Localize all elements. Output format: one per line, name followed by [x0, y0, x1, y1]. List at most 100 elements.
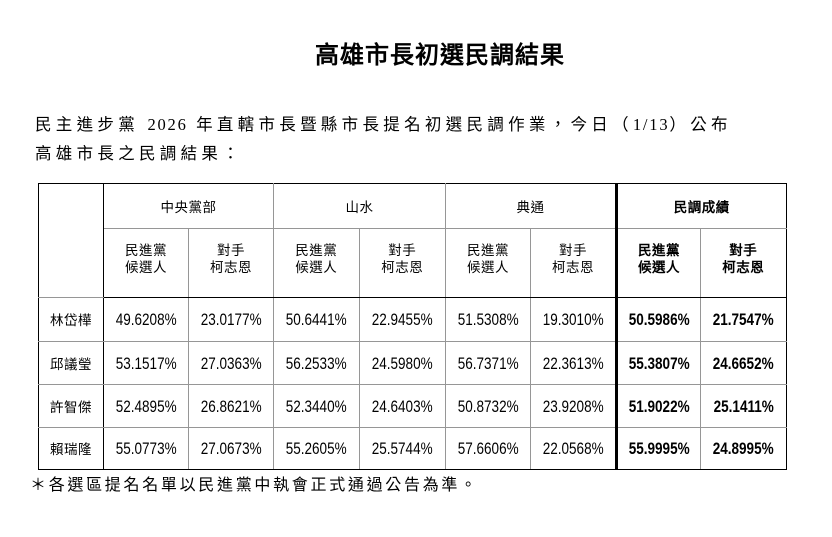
- subheader-line-2: 候選人: [125, 260, 167, 276]
- subheader-shanshui-opp: 對手 柯志恩: [358, 227, 446, 298]
- value-cell: 22.9455%: [358, 297, 446, 342]
- subheader-line-1: 對手: [559, 242, 587, 258]
- value-text: 55.0773%: [115, 439, 177, 458]
- value-cell: 24.6403%: [358, 384, 446, 428]
- value-text: 22.9455%: [371, 311, 433, 329]
- value-text: 24.6403%: [371, 397, 433, 416]
- subheader-line-1: 民進黨: [295, 242, 338, 258]
- value-cell: 27.0363%: [188, 341, 274, 385]
- value-cell-result: 50.5986%: [615, 297, 701, 342]
- value-text: 55.3807%: [628, 354, 690, 373]
- table-header-group-row: 中央黨部 山水 典通 民調成績: [38, 183, 787, 298]
- subheader-line-2: 柯志恩: [722, 260, 765, 276]
- value-cell: 55.2605%: [273, 427, 360, 470]
- value-text: 27.0363%: [200, 354, 262, 373]
- intro-line1-cjk-a: 民主進步黨: [35, 115, 148, 134]
- value-text: 49.6208%: [115, 311, 177, 329]
- value-cell: 50.8732%: [445, 384, 531, 428]
- value-text: 24.6652%: [712, 354, 774, 373]
- intro-line1-cjk-c: ）公布: [669, 115, 732, 134]
- value-cell-result: 25.1411%: [700, 384, 787, 428]
- subheader-line-1: 民進黨: [638, 242, 680, 258]
- intro-line-1: 民主進步黨 2026 年直轄市長暨縣市長提名初選民調作業，今日（1/13）公布: [35, 111, 732, 140]
- table-row: 賴瑞隆 55.0773% 27.0673% 55.2605% 25.5744% …: [38, 427, 787, 470]
- group-header-central: 中央黨部: [103, 183, 274, 229]
- intro-paragraph: 民主進步黨 2026 年直轄市長暨縣市長提名初選民調作業，今日（1/13）公布 …: [35, 111, 732, 168]
- value-cell: 56.7371%: [445, 341, 531, 385]
- value-cell: 55.0773%: [103, 427, 189, 470]
- intro-line2-cjk: 高雄市長之民調結果：: [35, 143, 243, 163]
- value-cell-result: 21.7547%: [700, 297, 787, 342]
- value-cell: 19.3010%: [530, 297, 617, 342]
- value-text: 51.9022%: [628, 397, 690, 416]
- value-text: 50.8732%: [457, 397, 519, 416]
- value-text: 55.9995%: [628, 439, 690, 458]
- value-cell: 25.5744%: [358, 427, 446, 470]
- subheader-line-1: 對手: [217, 242, 245, 258]
- value-text: 19.3010%: [542, 311, 604, 329]
- value-cell: 52.3440%: [273, 384, 360, 428]
- value-cell: 24.5980%: [358, 341, 446, 385]
- poll-results-table: 中央黨部 山水 典通 民調成績 民進黨 候選人 對手 柯志恩 民進黨 候選人 對手 柯志…: [38, 183, 787, 470]
- group-header-result: 民調成績: [615, 183, 787, 229]
- value-text: 22.3613%: [542, 354, 604, 373]
- value-cell: 27.0673%: [188, 427, 274, 470]
- value-cell: 52.4895%: [103, 384, 189, 428]
- value-text: 25.1411%: [713, 397, 774, 416]
- value-text: 53.1517%: [115, 354, 177, 373]
- value-cell: 26.8621%: [188, 384, 274, 428]
- value-text: 52.3440%: [285, 397, 347, 416]
- subheader-central-dpp: 民進黨 候選人: [103, 227, 189, 298]
- intro-line-2: 高雄市長之民調結果：: [35, 140, 732, 169]
- value-text: 26.8621%: [200, 397, 262, 416]
- value-text: 21.7547%: [712, 311, 774, 329]
- candidate-name-text: 邱議瑩: [50, 356, 92, 372]
- value-cell: 53.1517%: [103, 341, 189, 385]
- subheader-shanshui-dpp: 民進黨 候選人: [273, 227, 360, 298]
- value-text: 51.5308%: [457, 311, 519, 329]
- intro-line1-cjk-b: 年直轄市長暨縣市長提名初選民調作業，今日（: [187, 115, 633, 134]
- candidate-name-text: 林岱樺: [50, 313, 92, 328]
- table-row: 許智傑 52.4895% 26.8621% 52.3440% 24.6403% …: [38, 384, 787, 428]
- value-cell-result: 51.9022%: [615, 384, 701, 428]
- subheader-central-opp: 對手 柯志恩: [188, 227, 274, 298]
- value-cell: 50.6441%: [273, 297, 360, 342]
- subheader-line-1: 民進黨: [467, 242, 509, 258]
- intro-line1-year: 2026: [147, 115, 188, 134]
- value-text: 52.4895%: [115, 397, 177, 416]
- value-cell: 22.0568%: [530, 427, 617, 470]
- value-text: 56.7371%: [457, 354, 519, 373]
- candidate-name: 邱議瑩: [38, 341, 104, 385]
- value-text: 24.5980%: [371, 354, 433, 373]
- value-cell: 51.5308%: [445, 297, 531, 342]
- candidate-name: 許智傑: [38, 384, 104, 428]
- subheader-line-1: 對手: [729, 242, 758, 258]
- value-cell: 49.6208%: [103, 297, 189, 342]
- subheader-line-2: 候選人: [638, 260, 680, 276]
- table-row: 林岱樺 49.6208% 23.0177% 50.6441% 22.9455% …: [38, 297, 787, 342]
- subheader-line-2: 候選人: [295, 260, 338, 276]
- subheader-line-2: 柯志恩: [210, 260, 252, 276]
- subheader-line-2: 柯志恩: [552, 260, 594, 276]
- value-text: 50.5986%: [628, 311, 690, 329]
- subheader-diantong-dpp: 民進黨 候選人: [445, 227, 531, 298]
- value-text: 25.5744%: [371, 439, 433, 458]
- group-header-shanshui: 山水: [273, 183, 446, 229]
- subheader-line-2: 柯志恩: [381, 260, 424, 276]
- value-text: 56.2533%: [285, 354, 347, 373]
- footnote: ＊各選區提名名單以民進黨中執會正式通過公告為準。: [30, 477, 479, 494]
- value-cell: 23.9208%: [530, 384, 617, 428]
- table-row: 邱議瑩 53.1517% 27.0363% 56.2533% 24.5980% …: [38, 341, 787, 385]
- table-header-sub-row: 民進黨 候選人 對手 柯志恩 民進黨 候選人 對手 柯志恩 民進黨 候選人 對手 柯志恩 民…: [39, 227, 787, 298]
- corner-cell: [38, 183, 104, 298]
- value-text: 24.8995%: [712, 439, 774, 458]
- value-cell: 57.6606%: [445, 427, 531, 470]
- value-text: 27.0673%: [200, 439, 262, 458]
- subheader-line-2: 候選人: [467, 260, 509, 276]
- value-text: 23.0177%: [200, 311, 262, 329]
- value-text: 57.6606%: [457, 439, 519, 458]
- page-title: 高雄市長初選民調結果: [315, 43, 565, 69]
- intro-line1-date: 1/13: [632, 115, 670, 134]
- value-text: 50.6441%: [285, 311, 347, 329]
- subheader-result-dpp: 民進黨 候選人: [615, 227, 701, 298]
